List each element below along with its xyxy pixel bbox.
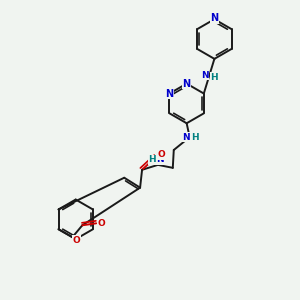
Text: O: O: [97, 219, 105, 228]
Text: O: O: [73, 236, 80, 245]
Text: N: N: [165, 88, 174, 98]
Text: N: N: [183, 79, 191, 88]
Text: N: N: [201, 71, 209, 80]
Text: N: N: [210, 13, 218, 23]
Text: N: N: [182, 133, 190, 142]
Text: H: H: [191, 133, 198, 142]
Text: H: H: [210, 73, 218, 82]
Text: H: H: [148, 155, 156, 164]
Text: O: O: [157, 151, 165, 160]
Text: N: N: [156, 155, 164, 164]
